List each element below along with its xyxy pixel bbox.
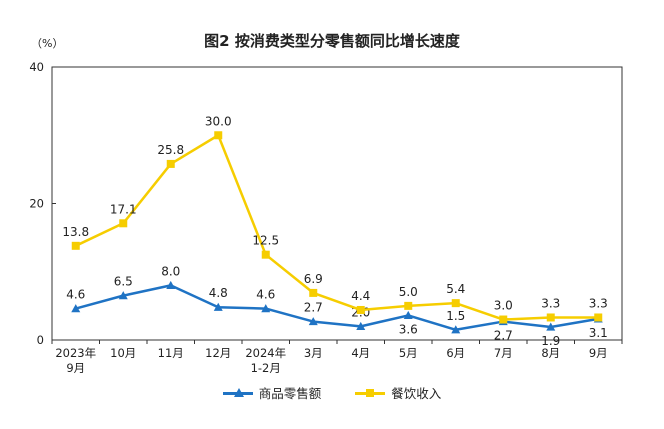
data-label: 4.4 [351,289,370,303]
x-tick-label: 7月 [494,346,513,360]
data-point-marker [594,313,603,322]
x-tick-label: 9月 [66,361,85,375]
data-point-marker [214,131,223,140]
legend-label-catering: 餐饮收入 [391,386,442,401]
data-label: 1.5 [446,309,465,323]
data-point-marker [261,250,270,259]
x-tick-label: 4月 [351,346,370,360]
x-tick-label: 1-2月 [251,361,281,375]
data-label: 6.9 [304,272,323,286]
y-tick-label: 20 [29,197,44,211]
data-label: 3.1 [589,326,608,340]
legend-label-retail: 商品零售额 [258,386,322,401]
data-label: 8.0 [161,264,180,278]
data-label: 4.6 [256,288,275,302]
data-label: 3.6 [399,322,418,336]
y-tick-label: 40 [29,60,44,74]
x-tick-label: 10月 [110,346,136,360]
x-tick-label: 8月 [541,346,560,360]
x-tick-label: 2023年 [55,346,96,360]
triangle-marker-icon [233,387,244,397]
data-point-marker [71,304,81,313]
data-point-marker [308,317,318,326]
x-tick-label: 9月 [589,346,608,360]
data-label: 4.8 [209,286,228,300]
data-label: 17.1 [110,202,137,216]
data-point-marker [261,304,271,313]
x-tick-label: 12月 [205,346,231,360]
x-tick-label: 11月 [158,346,184,360]
data-point-marker [119,219,128,228]
data-point-marker [356,305,365,314]
data-label: 3.3 [541,296,560,310]
data-point-marker [118,291,128,300]
y-axis-unit-label: （%） [31,37,64,50]
data-label: 30.0 [205,114,232,128]
x-tick-label: 5月 [399,346,418,360]
square-marker-icon [366,388,375,397]
data-point-marker [403,310,413,320]
data-label: 2.7 [304,301,323,315]
series-line-2 [75,134,599,321]
data-label: 3.0 [494,299,513,313]
data-label: 13.8 [62,225,89,239]
data-point-marker [166,159,175,168]
x-tick-label: 6月 [446,346,465,360]
x-tick-label: 2024年 [245,346,286,360]
data-label: 3.3 [589,296,608,310]
legend-item-retail: 商品零售额 [222,383,322,402]
data-point-marker [546,322,556,331]
data-point-marker [71,241,80,250]
data-point-marker [451,299,460,308]
legend-item-catering: 餐饮收入 [355,383,441,402]
x-tick-label: 3月 [304,346,323,360]
legend: 商品零售额 餐饮收入 [0,383,664,402]
data-point-marker [166,280,176,289]
data-point-marker [213,302,223,311]
data-point-marker [499,315,508,324]
data-point-marker [451,325,461,334]
series-line-1 [75,284,599,332]
data-label: 5.4 [446,282,465,296]
legend-swatch-catering [355,388,386,398]
data-label: 6.5 [114,275,133,289]
data-label: 1.9 [541,334,560,348]
data-label: 12.5 [252,234,279,248]
data-label: 25.8 [157,143,184,157]
legend-swatch-retail [222,387,253,398]
y-tick-label: 0 [37,333,44,347]
data-label: 5.0 [399,285,418,299]
data-point-marker [356,321,366,330]
data-label: 2.7 [494,329,513,343]
data-point-marker [309,288,318,297]
data-point-marker [404,301,413,310]
chart-title: 图2 按消费类型分零售额同比增长速度 [204,32,460,50]
data-point-marker [546,313,555,322]
data-label: 4.6 [66,288,85,302]
